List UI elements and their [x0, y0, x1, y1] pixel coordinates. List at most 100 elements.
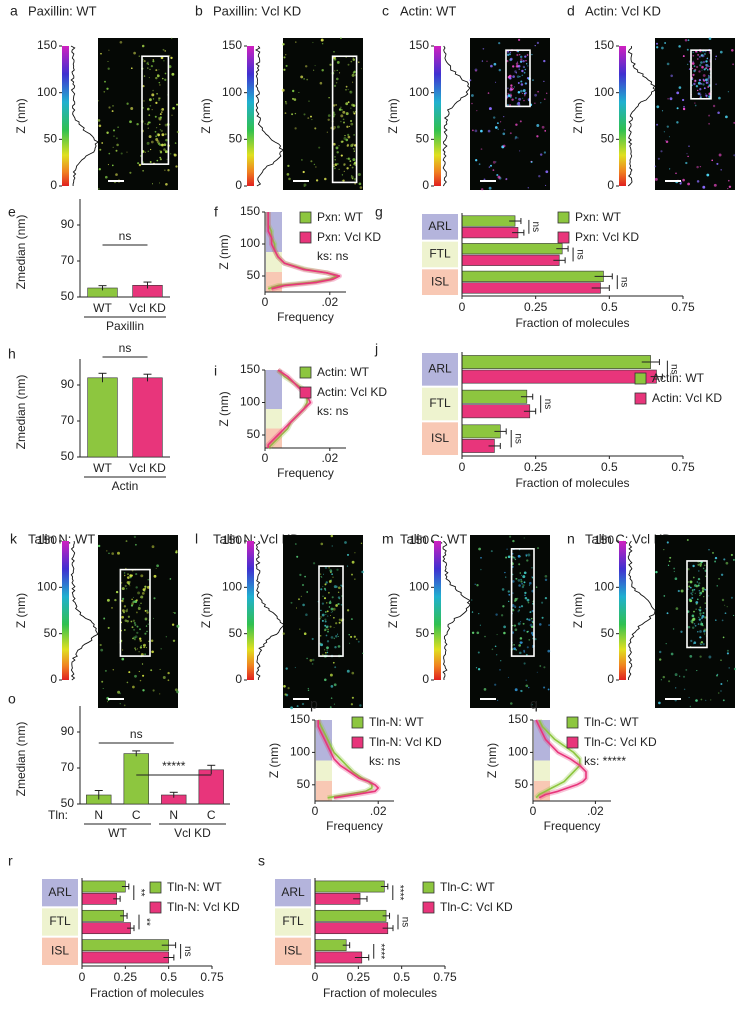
- category-label: ARL: [428, 362, 452, 376]
- speckle: [326, 131, 328, 133]
- speckle: [513, 624, 517, 627]
- y-tick-label: 0: [607, 672, 614, 686]
- speckle: [346, 167, 349, 170]
- speckle: [157, 143, 160, 145]
- speckle: [123, 572, 126, 574]
- speckle: [721, 598, 725, 602]
- speckle: [655, 570, 658, 574]
- speckle: [501, 588, 505, 591]
- speckle: [728, 667, 730, 669]
- y-tick-label: 0: [235, 178, 242, 192]
- speckle: [283, 56, 286, 59]
- speckle: [315, 166, 317, 168]
- y-tick-label: 50: [247, 268, 261, 282]
- y-tick-label: 150: [594, 533, 614, 547]
- speckle: [697, 584, 700, 587]
- speckle: [699, 88, 702, 91]
- speckle: [350, 144, 354, 148]
- y-tick-label: 50: [61, 449, 75, 463]
- speckle: [519, 637, 523, 640]
- speckle: [350, 60, 353, 63]
- speckle: [131, 626, 134, 629]
- speckle: [159, 156, 162, 159]
- speckle: [107, 626, 110, 629]
- speckle: [699, 630, 702, 633]
- bar: [123, 753, 149, 805]
- speckle: [351, 696, 354, 699]
- speckle: [520, 58, 523, 61]
- speckle: [686, 539, 689, 541]
- speckle: [154, 115, 157, 118]
- speckle: [345, 85, 348, 88]
- speckle: [164, 123, 168, 127]
- speckle: [168, 65, 172, 69]
- speckle: [696, 598, 699, 601]
- speckle: [524, 591, 527, 595]
- category-label: ISL: [431, 431, 449, 445]
- speckle: [547, 649, 551, 653]
- speckle: [708, 81, 710, 83]
- speckle: [129, 585, 131, 587]
- speckle: [126, 151, 128, 153]
- speckle: [283, 685, 286, 688]
- speckle: [326, 640, 330, 643]
- bar: [461, 282, 601, 294]
- category-label: FTL: [49, 914, 71, 928]
- speckle: [471, 631, 475, 635]
- speckle: [677, 589, 680, 593]
- speckle: [360, 542, 363, 545]
- y-tick-label: 150: [409, 533, 429, 547]
- y-tick-label: 90: [61, 724, 75, 738]
- speckle: [695, 603, 698, 605]
- category-label: ISL: [51, 944, 69, 958]
- speckle: [517, 82, 520, 84]
- speckle: [519, 641, 522, 644]
- bar: [81, 892, 117, 905]
- speckle: [519, 689, 522, 692]
- speckle: [702, 642, 705, 646]
- speckle: [715, 83, 717, 86]
- speckle: [341, 174, 344, 176]
- speckle: [150, 669, 153, 672]
- speckle: [164, 133, 167, 136]
- speckle: [699, 64, 702, 67]
- z-profile: [255, 45, 285, 187]
- speckle: [314, 65, 316, 67]
- bar: [461, 404, 531, 419]
- speckle: [702, 567, 705, 570]
- speckle: [345, 88, 347, 91]
- speckle: [331, 573, 333, 576]
- speckle: [106, 131, 109, 135]
- speckle: [689, 705, 692, 708]
- category-label: ISL: [431, 274, 449, 288]
- speckle: [323, 597, 327, 600]
- speckle: [171, 37, 173, 39]
- speckle: [160, 111, 163, 113]
- speckle: [726, 680, 729, 682]
- speckle: [517, 579, 521, 582]
- speckle: [715, 619, 717, 621]
- significance-label: ns: [130, 727, 143, 741]
- speckle: [699, 96, 701, 99]
- speckle: [335, 604, 338, 607]
- legend-label: Pxn: Vcl KD: [317, 230, 381, 244]
- roi-box: [505, 49, 531, 108]
- speckle: [321, 69, 324, 72]
- speckle: [325, 581, 328, 584]
- speckle: [531, 53, 533, 56]
- speckle: [699, 594, 701, 597]
- speckle: [658, 650, 662, 654]
- y-axis-label: Z (nm): [485, 743, 499, 778]
- speckle: [663, 595, 666, 597]
- y-tick-label: 50: [61, 796, 75, 810]
- category-box: [422, 269, 458, 295]
- speckle: [701, 587, 705, 590]
- speckle: [325, 634, 328, 637]
- speckle: [144, 585, 147, 588]
- x-tick-label: 0.75: [671, 300, 695, 314]
- speckle: [126, 620, 129, 623]
- speckle: [138, 651, 140, 653]
- speckle: [156, 74, 160, 78]
- speckle: [174, 612, 176, 614]
- speckle: [287, 164, 290, 168]
